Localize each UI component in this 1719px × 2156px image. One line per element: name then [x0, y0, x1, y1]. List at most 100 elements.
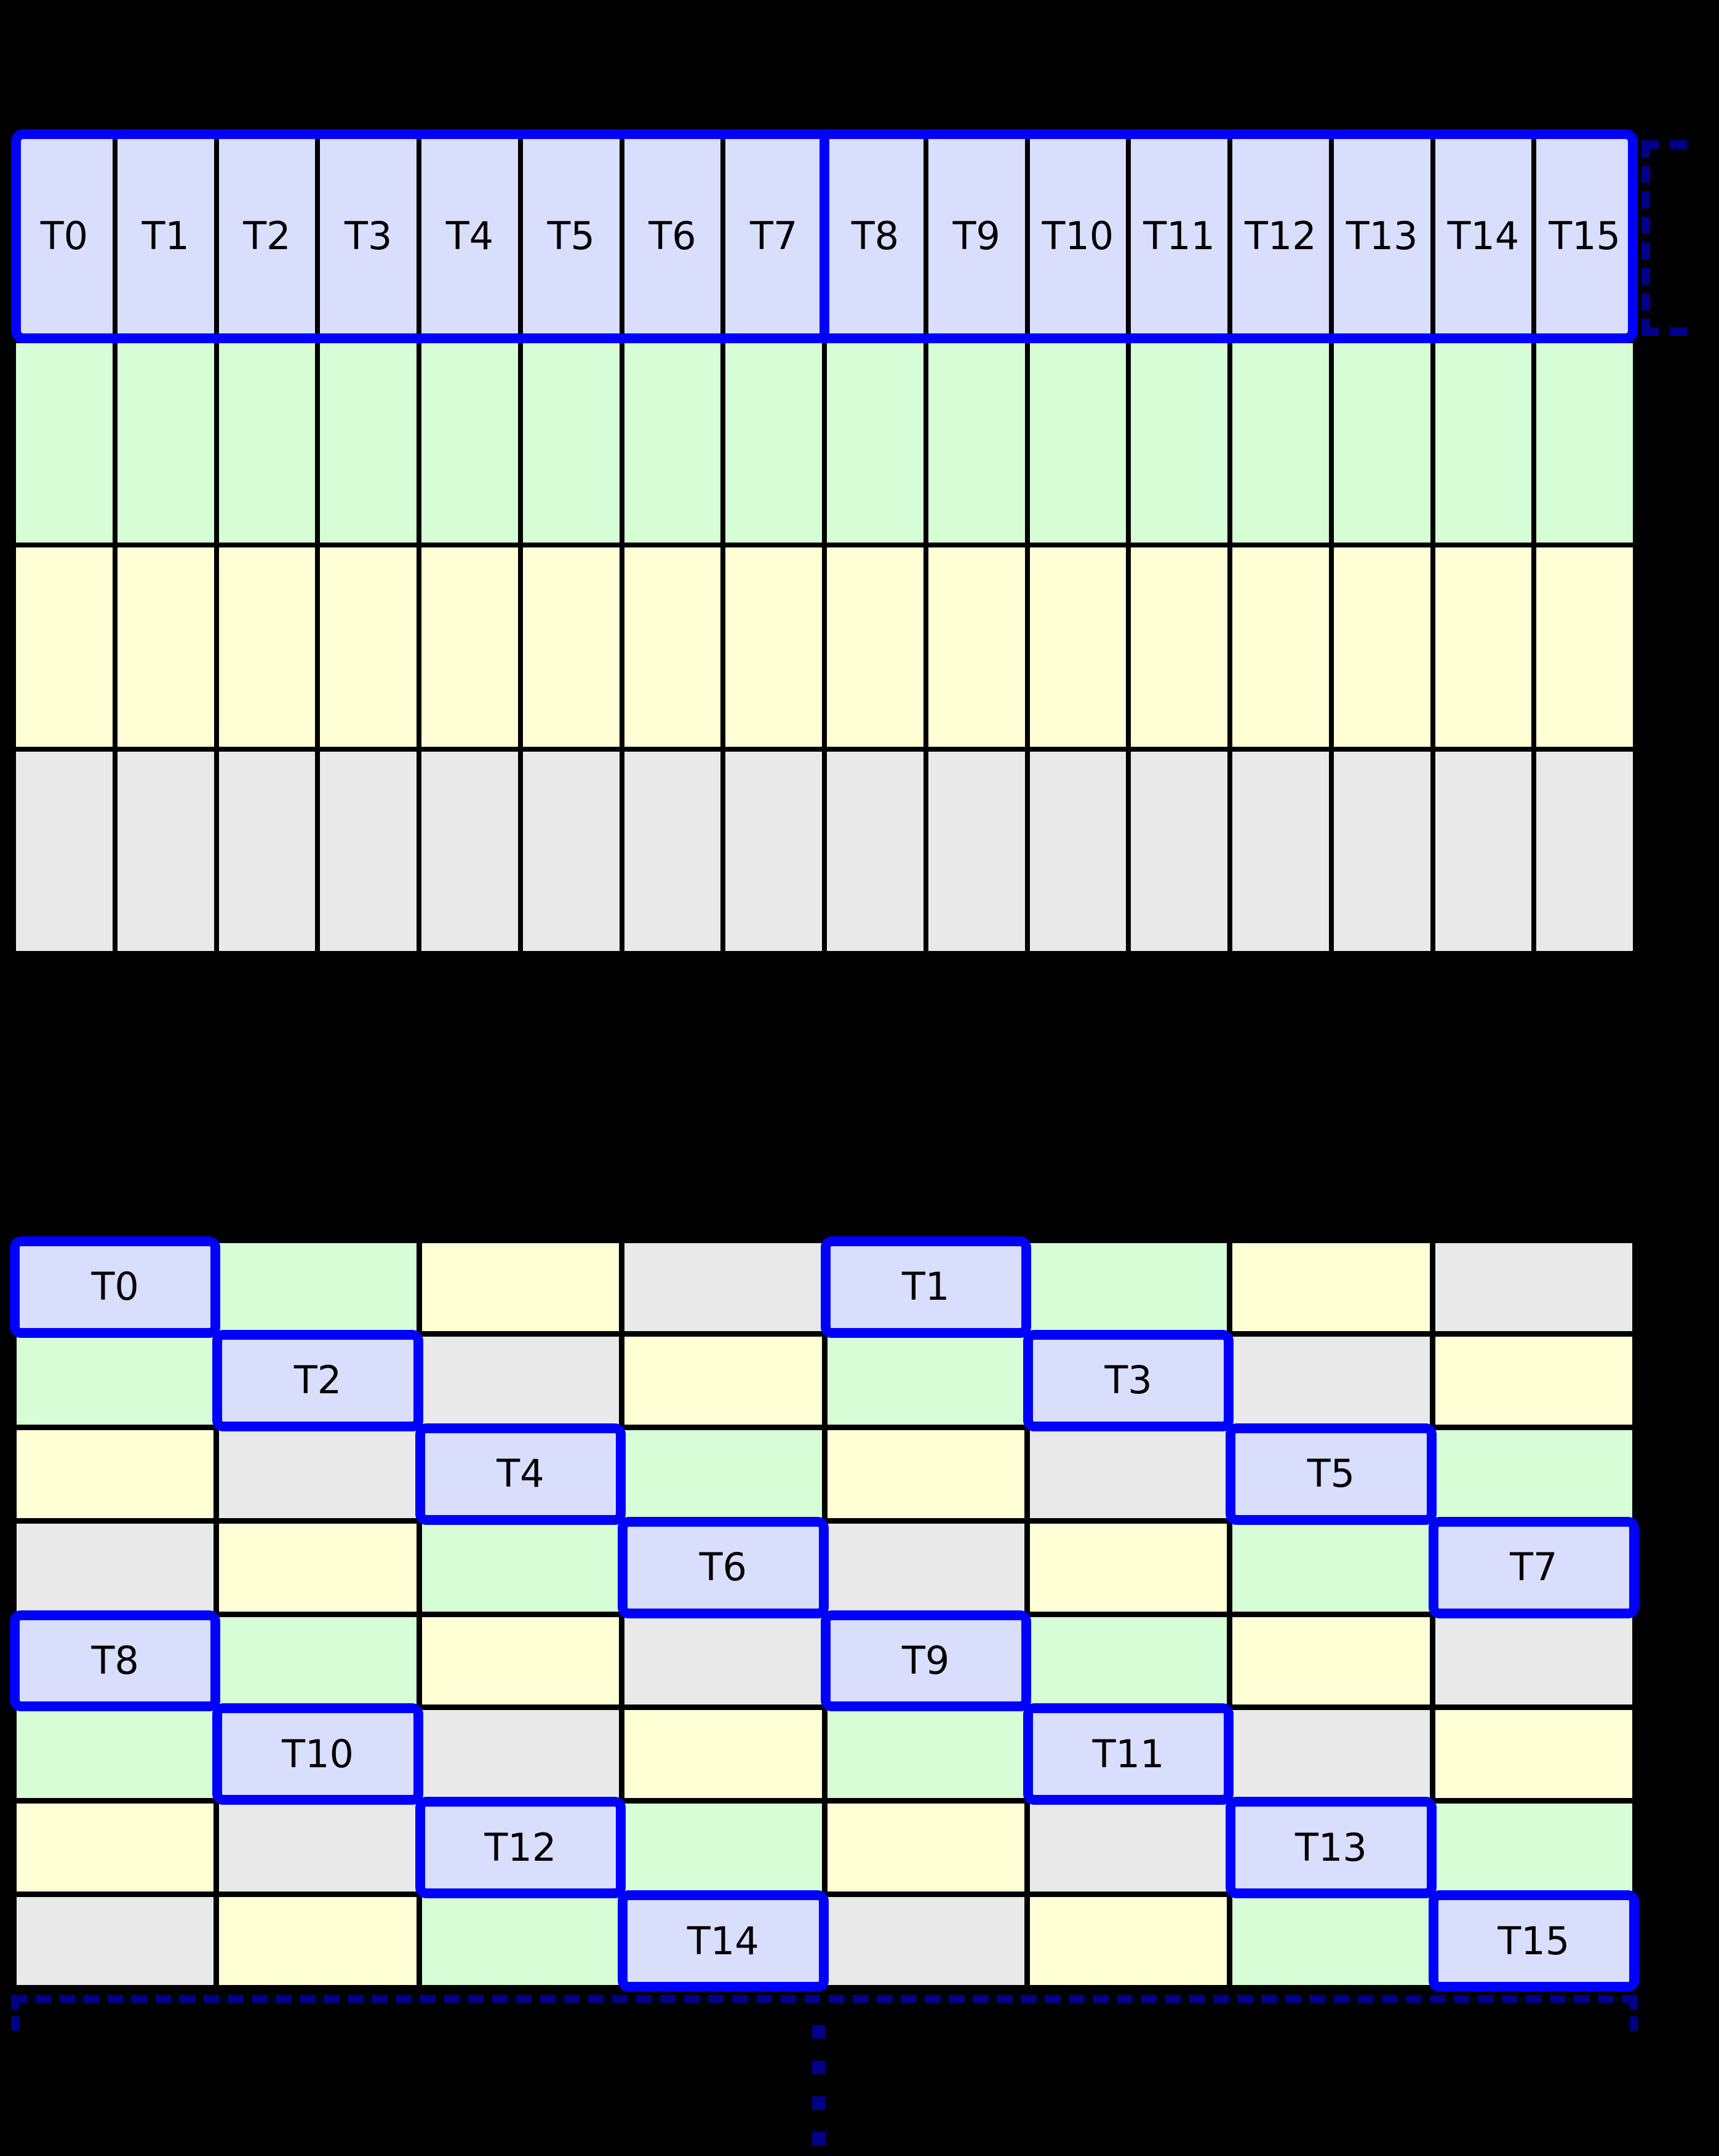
permuted-thread-cell: T6: [618, 1516, 829, 1618]
thread-label: T12: [484, 1824, 557, 1870]
top-thread-cell: T2: [218, 134, 316, 338]
permuted-thread-cell: T14: [618, 1890, 829, 1992]
memory-cell: [17, 1523, 214, 1612]
memory-cell: [1536, 343, 1633, 543]
memory-cell: [421, 1617, 620, 1705]
top-thread-cell: T12: [1232, 134, 1329, 338]
permuted-thread-cell: T8: [10, 1610, 221, 1712]
memory-cell: [1232, 1243, 1430, 1331]
memory-cell: [1029, 1617, 1227, 1705]
memory-cell: [421, 1523, 620, 1612]
memory-cell: [421, 1243, 620, 1331]
memory-cell: [624, 1617, 822, 1705]
top-thread-cell: T6: [624, 134, 721, 338]
thread-label: T5: [1307, 1451, 1355, 1497]
memory-cell: [624, 1243, 822, 1331]
memory-cell: [624, 1430, 822, 1518]
memory-cell: [1435, 1430, 1632, 1518]
thread-label: T11: [1143, 213, 1215, 258]
memory-cell: [1435, 1710, 1632, 1799]
thread-label: T9: [952, 213, 1000, 258]
thread-label: T12: [1244, 213, 1317, 258]
memory-cell: [1333, 752, 1430, 951]
permuted-thread-cell: T9: [820, 1610, 1031, 1712]
thread-label: T8: [851, 213, 899, 258]
memory-cell: [1333, 547, 1430, 747]
permuted-thread-cell: T10: [212, 1703, 423, 1805]
thread-label: T6: [699, 1545, 747, 1590]
top-thread-cell: T9: [928, 134, 1025, 338]
memory-cell: [1029, 1804, 1227, 1892]
thread-row: T0 T1 T2 T3 T4 T5 T6 T7 T8 T9 T10 T11 T12 T13 T14 T15: [11, 129, 1638, 343]
memory-cell: [219, 1430, 417, 1518]
memory-cell: [827, 1710, 1024, 1799]
top-thread-cell: T0: [16, 134, 113, 338]
memory-cell: [17, 1897, 214, 1985]
memory-cell: [827, 1336, 1024, 1425]
memory-cell: [1232, 1336, 1430, 1425]
thread-label: T9: [902, 1637, 950, 1683]
thread-label: T2: [243, 213, 291, 258]
memory-cell: [1435, 1804, 1632, 1892]
memory-cell: [1435, 343, 1532, 543]
grid-width-brace-icon: [11, 1995, 1638, 2031]
permuted-access-grid: T0 T1 T2 T3 T4 T5 T6 T7 T8 T9 T10 T11 T12 T13 T14 T15: [10, 1236, 1639, 1992]
memory-cell: [624, 752, 721, 951]
memory-cell: [117, 752, 214, 951]
top-thread-cell: T11: [1131, 134, 1227, 338]
thread-label: T1: [142, 213, 189, 258]
thread-label: T13: [1295, 1824, 1367, 1870]
memory-cell: [1029, 1243, 1227, 1331]
memory-cell: [1232, 1523, 1430, 1612]
top-thread-cell: T3: [320, 134, 417, 338]
thread-label: T7: [1510, 1545, 1558, 1590]
memory-cell: [320, 752, 417, 951]
thread-label: T5: [547, 213, 595, 258]
memory-cell: [827, 1804, 1024, 1892]
thread-label: T14: [687, 1918, 759, 1963]
memory-cell: [17, 1710, 214, 1799]
thread-label: T1: [902, 1264, 950, 1310]
memory-cell: [725, 343, 822, 543]
thread-label: T2: [293, 1358, 342, 1403]
thread-group-divider: [820, 129, 829, 343]
memory-cell: [219, 1804, 417, 1892]
memory-cell: [1536, 547, 1633, 747]
memory-cell: [1333, 343, 1430, 543]
memory-cell: [218, 343, 316, 543]
memory-cell: [17, 1804, 214, 1892]
memory-cell: [117, 343, 214, 543]
memory-cell: [1435, 1243, 1632, 1331]
memory-cell: [421, 1897, 620, 1985]
memory-cell: [1029, 1897, 1227, 1985]
memory-cell: [421, 343, 518, 543]
memory-cell: [1029, 343, 1127, 543]
memory-cell: [320, 547, 417, 747]
top-thread-cell: T7: [725, 134, 822, 338]
thread-label: T4: [445, 213, 494, 258]
memory-cell: [1435, 1617, 1632, 1705]
ellipsis-dash: [812, 2096, 826, 2110]
thread-label: T0: [91, 1264, 139, 1310]
memory-cell: [624, 547, 721, 747]
top-thread-cell: T5: [522, 134, 620, 338]
thread-label: T10: [282, 1731, 354, 1776]
memory-cell: [522, 752, 620, 951]
thread-label: T10: [1042, 213, 1114, 258]
thread-label: T0: [40, 213, 89, 258]
memory-cell: [827, 1897, 1024, 1985]
memory-cell: [117, 547, 214, 747]
memory-cell: [1232, 547, 1329, 747]
memory-cell: [1232, 1710, 1430, 1799]
memory-cell: [16, 547, 113, 747]
memory-cell: [624, 343, 721, 543]
thread-label: T4: [497, 1451, 544, 1497]
memory-cell: [1029, 752, 1127, 951]
memory-cell: [219, 1243, 417, 1331]
memory-cell: [624, 1804, 822, 1892]
memory-cell: [1131, 343, 1227, 543]
memory-cell: [1232, 343, 1329, 543]
linear-access-grid: T0 T1 T2 T3 T4 T5 T6 T7 T8 T9 T10 T11 T12 T13 T14 T15: [11, 129, 1638, 961]
memory-cell: [522, 343, 620, 543]
